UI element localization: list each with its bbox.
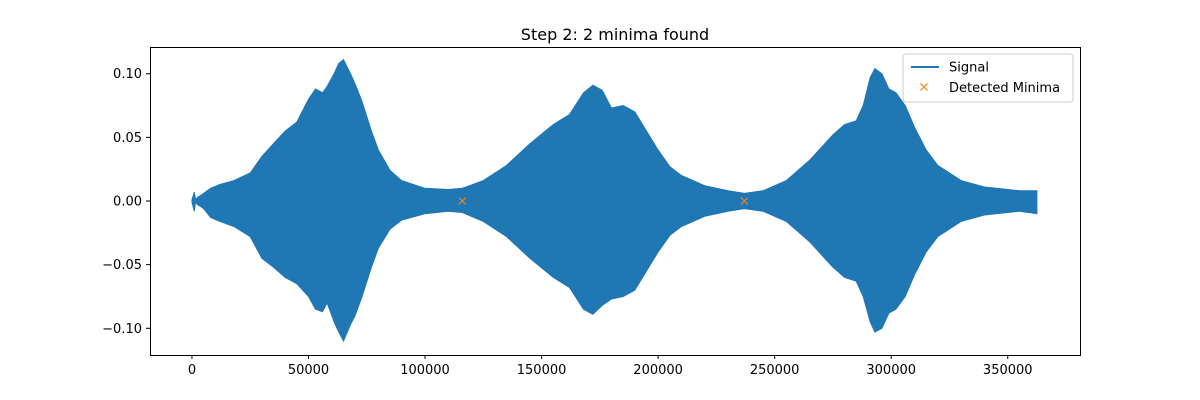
minima-point-1 [458, 197, 467, 205]
x-axis: 0 50000 100000 150000 200000 250000 300000 3500… [188, 355, 1033, 378]
signal-series [191, 58, 1038, 343]
chart-title: Step 2: 2 minima found [521, 25, 709, 44]
x-tick-label: 200000 [633, 363, 683, 378]
legend-signal-label: Signal [949, 61, 989, 76]
y-tick-label: 0.10 [113, 67, 142, 82]
legend-box [902, 53, 1074, 103]
y-tick-label: 0.00 [113, 195, 142, 210]
x-tick-label: 50000 [288, 363, 329, 378]
x-tick-label: 250000 [750, 363, 800, 378]
x-tick-label: 0 [188, 363, 196, 378]
x-tick-label: 300000 [866, 363, 916, 378]
x-tick-label: 100000 [400, 363, 450, 378]
legend-minima-marker [920, 83, 928, 91]
x-tick-label: 350000 [983, 363, 1033, 378]
minima-point-2 [740, 197, 749, 205]
legend-minima-label: Detected Minima [949, 81, 1060, 96]
legend: Signal Detected Minima [902, 53, 1074, 103]
x-tick-label: 150000 [517, 363, 567, 378]
plot-area [191, 58, 1038, 343]
y-tick-label: −0.10 [102, 322, 142, 337]
y-tick-label: −0.05 [102, 258, 142, 273]
plot-frame [150, 47, 1081, 356]
y-axis: −0.10 −0.05 0.00 0.05 0.10 [102, 67, 150, 337]
y-tick-label: 0.05 [113, 131, 142, 146]
